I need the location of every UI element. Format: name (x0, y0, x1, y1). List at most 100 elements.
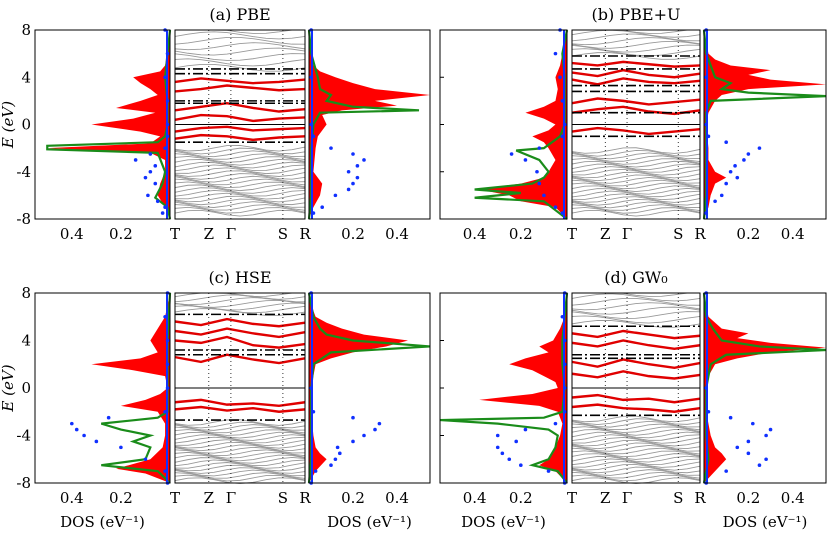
band-line-highlight (174, 113, 306, 123)
dos-left-filled-area (91, 293, 170, 483)
dos-right-blue-point (735, 445, 740, 450)
dos-left-blue-point (553, 421, 558, 426)
dos-right-plot (702, 28, 827, 220)
dos-right-blue-point (713, 199, 717, 204)
band-line-gray-upper (571, 44, 701, 53)
dos-right-blue-point (746, 439, 751, 444)
band-line-gray (174, 446, 306, 454)
dos-right-green-line (307, 292, 431, 484)
band-line-highlight (174, 77, 306, 85)
dos-tick-label-right: 0.4 (781, 489, 805, 507)
dos-axis-label-left: DOS (eV⁻¹) (461, 513, 546, 531)
band-line-gray (571, 155, 701, 163)
dos-left-blue-point (553, 205, 558, 209)
dos-left-blue-point (507, 457, 512, 462)
dos-left-blue-point (163, 146, 167, 150)
band-line-gray-upper (571, 48, 701, 57)
band-line-gray (571, 187, 701, 195)
band-line-gray (174, 173, 306, 180)
band-line-gray (571, 450, 701, 458)
energy-tick-label: 8 (21, 21, 31, 39)
dos-right-blue-point (355, 164, 360, 168)
band-line-gray (571, 434, 701, 442)
dos-right-blue-point (355, 175, 360, 180)
dos-left-blue-point (160, 211, 165, 215)
panel-a: (a) PBE T Z Γ S R 0.4 0.2 0.2 0.4 8 4 0 -4 -8 E (eV) (0, 5, 431, 243)
kpath-label: R (694, 225, 706, 243)
kpath-label: S (673, 225, 683, 243)
band-line-gray (174, 464, 306, 472)
dos-axis-label-right: DOS (eV⁻¹) (327, 513, 412, 531)
band-line-gray (571, 423, 701, 431)
band-line-gray (571, 431, 701, 439)
energy-tick-label: -8 (16, 474, 31, 492)
band-line-gray (571, 177, 701, 184)
band-line-gray-upper (571, 311, 701, 319)
dos-tick-label-left: 0.2 (509, 489, 533, 507)
energy-tick-label: -4 (16, 427, 31, 445)
band-line-highlight (571, 77, 701, 86)
dos-axis-label-right: DOS (eV⁻¹) (723, 513, 808, 531)
dos-right-filled-area (309, 30, 430, 219)
band-line-gray (174, 419, 306, 426)
dos-right-filled-area (704, 293, 826, 483)
dos-left-plot (34, 28, 172, 220)
dos-tick-label-left: 0.2 (109, 489, 133, 507)
dos-tick-label-right: 0.4 (781, 225, 805, 243)
dos-right-blue-point (333, 193, 338, 198)
band-line-highlight (174, 102, 306, 113)
dos-left-blue-point (514, 439, 518, 444)
dos-right-blue-point (373, 427, 377, 432)
band-line-gray (571, 477, 701, 485)
band-line-gray (174, 436, 306, 444)
band-line-highlight (571, 393, 701, 404)
band-line-gray (174, 181, 306, 189)
band-line-gray (571, 209, 701, 217)
band-line-highlight (571, 126, 701, 136)
dos-right-plot (307, 291, 431, 485)
kpath-label: T (567, 489, 577, 507)
band-line-gray (571, 461, 701, 468)
band-line-gray-upper (571, 320, 701, 328)
dos-right-frame (703, 29, 827, 220)
band-line-highlight (571, 370, 701, 380)
dos-tick-label-left: 0.2 (509, 225, 533, 243)
band-line-gray (571, 179, 701, 187)
dos-tick-label-left: 0.2 (109, 225, 133, 243)
dos-tick-label-right: 0.4 (385, 489, 409, 507)
dos-tick-label-right: 0.2 (341, 225, 365, 243)
dos-left-blue-point (495, 445, 500, 450)
dos-right-blue-point (362, 158, 366, 162)
band-line-gray (571, 206, 701, 214)
dos-right-frame (308, 292, 431, 484)
dos-right-plot (702, 291, 827, 485)
kpath-label: S (278, 489, 288, 507)
dos-left-blue-point (163, 409, 167, 414)
energy-axis-label: E (eV) (0, 364, 17, 412)
band-line-gray (571, 160, 701, 168)
band-frame (571, 29, 701, 220)
energy-tick-label: 4 (21, 332, 31, 350)
band-structure-plot (174, 292, 306, 485)
dos-left-blue-point (133, 158, 138, 162)
dos-left-filled-area (47, 30, 170, 219)
kpath-label: R (299, 489, 311, 507)
dos-right-blue-point (351, 181, 355, 186)
dos-left-blue-point (163, 314, 167, 319)
dos-right-frame (308, 29, 431, 220)
panel-c: (c) HSE T Z Γ S R 0.4 0.2 0.2 0.4 8 4 0 -4 -8 E (eV) DOS… (0, 268, 431, 531)
band-line-gray (174, 439, 306, 447)
dos-left-blue-point (537, 181, 542, 186)
band-line-gray (571, 471, 701, 479)
dos-left-blue-point (546, 469, 551, 473)
band-line-gray-upper (571, 315, 701, 324)
dos-left-blue-point (106, 415, 111, 420)
band-line-highlight (174, 125, 306, 133)
dos-right-blue-point (313, 469, 318, 473)
energy-tick-label: 0 (21, 379, 31, 397)
dos-tick-label-right: 0.2 (341, 489, 365, 507)
band-line-gray (571, 166, 701, 173)
band-line-gray (174, 434, 306, 441)
dos-right-blue-point (728, 415, 733, 420)
band-line-gray-upper (174, 58, 306, 67)
